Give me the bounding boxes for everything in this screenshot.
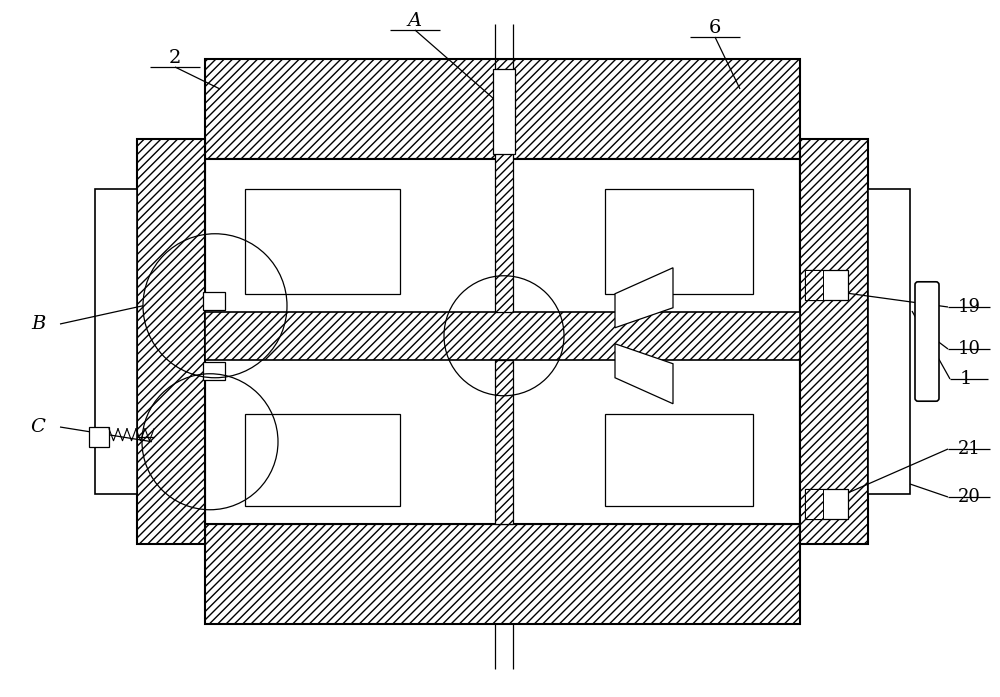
FancyBboxPatch shape	[915, 282, 939, 401]
Bar	[203, 362, 225, 380]
Bar	[205, 312, 800, 360]
Bar	[89, 427, 109, 447]
Text: B: B	[31, 315, 45, 333]
Bar	[95, 189, 137, 494]
Bar	[137, 139, 205, 544]
Polygon shape	[615, 344, 673, 404]
Bar	[805, 489, 823, 519]
Bar	[205, 159, 800, 524]
Bar	[245, 189, 400, 293]
Text: C: C	[31, 418, 45, 436]
Text: 1: 1	[960, 370, 972, 388]
Text: 2: 2	[169, 49, 181, 67]
Text: 20: 20	[958, 488, 981, 506]
Text: 21: 21	[958, 440, 981, 458]
Bar	[805, 489, 848, 519]
Bar	[805, 270, 848, 300]
Bar	[493, 69, 515, 154]
Text: A: A	[408, 12, 422, 30]
Bar	[495, 360, 513, 524]
Polygon shape	[615, 268, 673, 328]
Text: 6: 6	[709, 19, 721, 37]
Bar	[800, 139, 868, 544]
Bar	[205, 59, 800, 159]
Bar	[205, 524, 800, 624]
Bar	[495, 59, 513, 312]
Text: 19: 19	[958, 298, 981, 316]
Bar	[605, 414, 753, 506]
Text: 10: 10	[958, 340, 981, 358]
Bar	[245, 414, 400, 506]
Bar	[605, 189, 753, 293]
Bar	[805, 270, 823, 300]
Bar	[203, 292, 225, 309]
Bar	[868, 189, 910, 494]
